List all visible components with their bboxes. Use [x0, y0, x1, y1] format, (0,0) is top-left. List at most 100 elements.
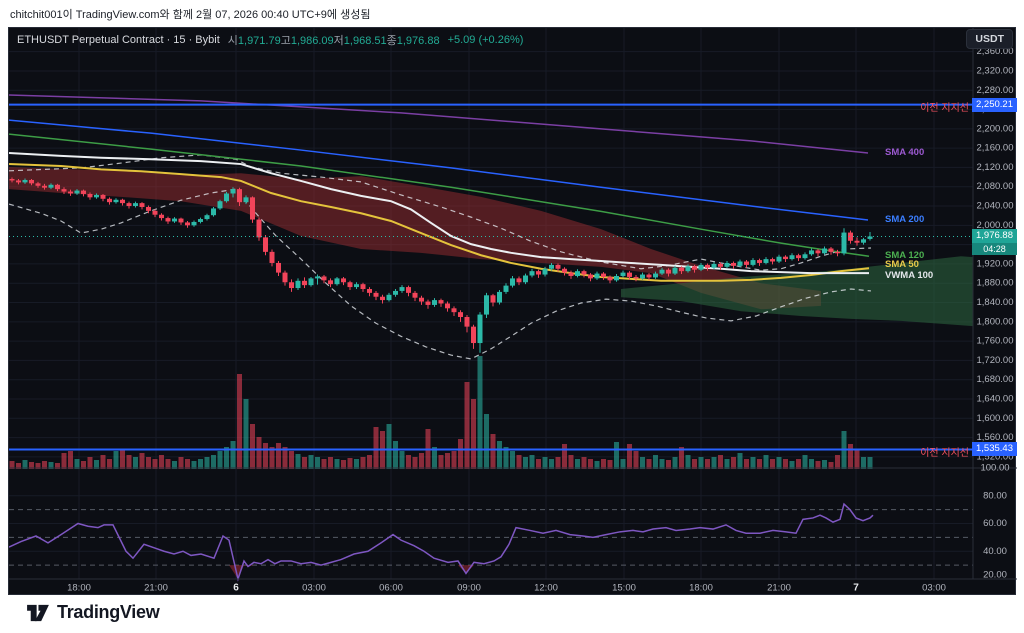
- volume-bar: [133, 457, 138, 469]
- candle: [386, 294, 392, 301]
- candle: [373, 292, 379, 297]
- volume-bar: [783, 459, 788, 469]
- candle: [698, 264, 704, 270]
- sma400-line: [9, 94, 869, 154]
- volume-bar: [243, 399, 249, 469]
- volume-bar: [328, 457, 333, 469]
- candle: [185, 222, 190, 226]
- volume-bar: [536, 459, 541, 469]
- currency-toggle-button[interactable]: USDT: [966, 29, 1013, 49]
- volume-bar: [341, 460, 346, 469]
- axis-tick: 03:00: [302, 583, 326, 594]
- volume-bar: [763, 455, 769, 469]
- volume-bar: [9, 461, 15, 469]
- volume-bar: [81, 461, 86, 469]
- volume-bar: [711, 457, 717, 469]
- candle: [55, 184, 60, 190]
- candle: [263, 237, 268, 252]
- candle: [321, 276, 327, 281]
- candle: [627, 272, 632, 277]
- candle: [607, 276, 613, 281]
- axis-tick: 1,520.00: [977, 451, 1014, 462]
- candle: [22, 179, 28, 183]
- ohlc-pair: 고1,986.09: [280, 35, 334, 47]
- volume-bar: [172, 461, 177, 469]
- volume-bar: [256, 437, 262, 469]
- candle: [159, 214, 164, 219]
- volume-bar: [464, 382, 470, 469]
- volume-bar: [315, 457, 320, 469]
- candle: [87, 193, 93, 198]
- candle: [74, 190, 80, 194]
- candle: [685, 266, 691, 272]
- axis-tick: 1,680.00: [977, 374, 1014, 385]
- volume-bar: [802, 455, 808, 469]
- volume-bar: [458, 439, 463, 469]
- candle: [100, 194, 106, 199]
- axis-tick: 15:00: [612, 583, 636, 594]
- candle: [432, 300, 437, 305]
- sma-200-label: SMA 200: [885, 214, 925, 225]
- candle: [581, 271, 587, 275]
- volume-bar: [250, 424, 255, 469]
- volume-bar: [354, 459, 359, 469]
- candle: [783, 256, 788, 260]
- candle: [529, 271, 535, 276]
- volume-bar: [308, 455, 314, 469]
- axis-tick: 2,040.00: [977, 201, 1014, 212]
- axis-tick: 18:00: [689, 583, 713, 594]
- candle: [191, 221, 197, 226]
- candle: [412, 292, 418, 298]
- volume-bar: [321, 459, 327, 469]
- chart-canvas[interactable]: 2,360.002,320.002,280.002,240.002,200.00…: [9, 28, 1017, 596]
- candle: [861, 239, 866, 243]
- candle: [867, 236, 873, 239]
- volume-bar: [529, 455, 535, 469]
- sma-50-label: SMA 50: [885, 259, 919, 270]
- candle: [718, 263, 723, 267]
- candle: [679, 267, 684, 272]
- candle: [763, 259, 769, 263]
- volume-bar: [263, 443, 268, 469]
- candle: [302, 280, 307, 286]
- tradingview-logo[interactable]: TradingView: [26, 602, 160, 623]
- candle: [588, 274, 593, 279]
- volume-bar: [555, 457, 561, 469]
- volume-bar: [835, 455, 840, 469]
- volume-bar: [718, 455, 723, 469]
- volume-bar: [776, 457, 782, 469]
- volume-bar: [471, 399, 476, 469]
- volume-bar: [653, 455, 658, 469]
- candle: [230, 189, 236, 194]
- axis-tick: 1,640.00: [977, 394, 1014, 405]
- volume-bar: [809, 459, 814, 469]
- volume-bar: [419, 453, 424, 469]
- candle: [48, 184, 54, 188]
- candle: [380, 296, 385, 301]
- candle: [113, 199, 119, 203]
- candle: [614, 275, 619, 281]
- candle: [9, 179, 15, 181]
- axis-tick: 1,920.00: [977, 258, 1014, 269]
- volume-bar: [828, 462, 834, 469]
- candle: [737, 261, 743, 266]
- axis-tick: 80.00: [983, 490, 1007, 501]
- candle: [484, 295, 489, 315]
- volume-bar: [438, 455, 444, 469]
- candle: [490, 295, 496, 303]
- volume-bar: [146, 457, 151, 469]
- candle: [549, 264, 554, 269]
- volume-bar: [750, 457, 756, 469]
- volume-bar: [601, 459, 606, 469]
- axis-tick: 1,720.00: [977, 355, 1014, 366]
- candle-countdown: 04:28: [972, 243, 1017, 256]
- candle: [776, 256, 782, 262]
- volume-bar: [861, 457, 866, 469]
- candle: [126, 203, 132, 207]
- symbol-title: ETHUSDT Perpetual Contract · 15 · Bybit: [17, 34, 220, 46]
- volume-bar: [367, 455, 372, 469]
- volume-bar: [679, 447, 684, 469]
- candle: [575, 271, 580, 276]
- candle: [789, 255, 795, 260]
- candle: [269, 251, 275, 263]
